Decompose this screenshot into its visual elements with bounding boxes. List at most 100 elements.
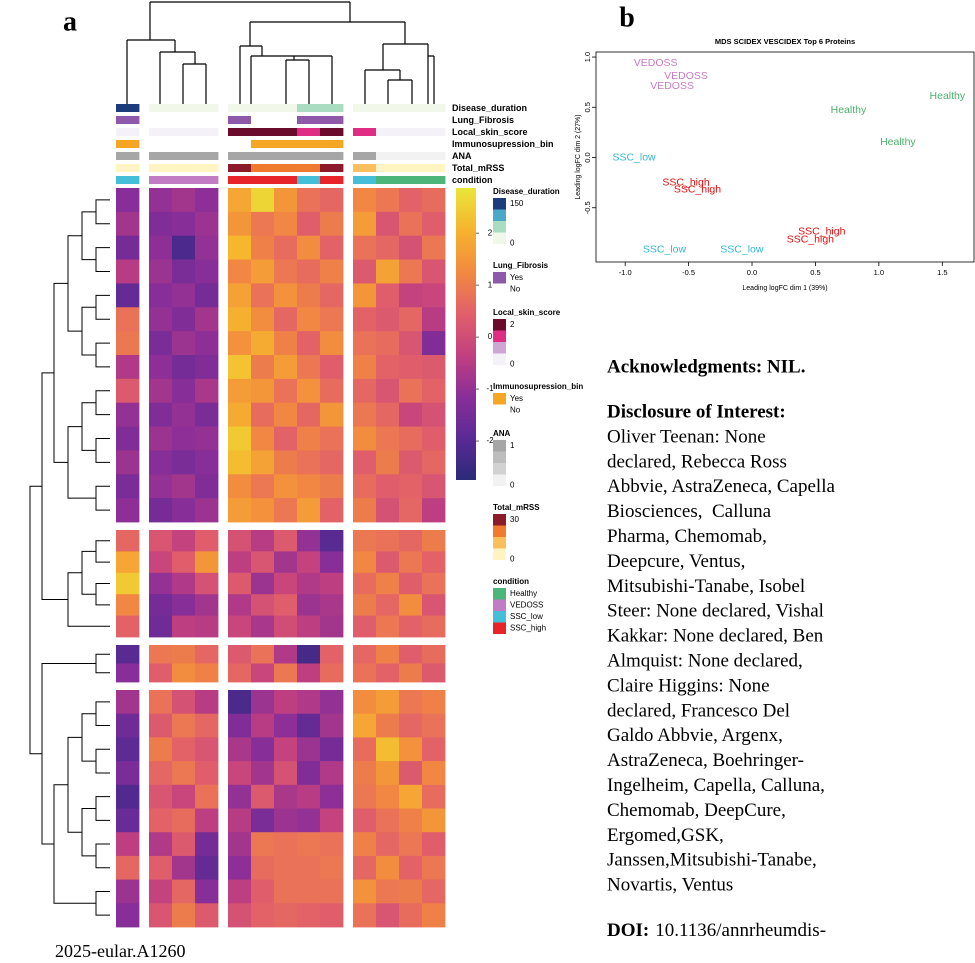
heatmap-cell (251, 355, 275, 380)
heatmap-cell (376, 259, 400, 284)
legend-swatch (493, 440, 506, 452)
heatmap-cell (274, 551, 298, 574)
heatmap-cell (251, 551, 275, 574)
heatmap-cell (251, 663, 275, 683)
legend-swatch (493, 588, 506, 600)
heatmap-cell (399, 645, 423, 664)
legend-label: Yes (510, 394, 523, 403)
heatmap-cell (399, 378, 423, 404)
heatmap-cell (116, 690, 140, 715)
disclosure-line: AstraZeneca, Boehringer- (607, 750, 804, 771)
row-dendrogram (29, 199, 110, 916)
heatmap-cell (297, 283, 321, 308)
heatmap-cell (149, 615, 173, 638)
heatmap-cell (297, 645, 321, 664)
heatmap-cell (353, 594, 377, 616)
heatmap-cell (320, 283, 344, 308)
annotation-cell (274, 140, 298, 148)
heatmap-cell (251, 331, 275, 356)
heatmap-cell (320, 378, 344, 404)
heatmap-cell (149, 211, 173, 237)
heatmap-cell (149, 808, 173, 833)
heatmap-cell (376, 530, 400, 552)
disclosure-line: Claire Higgins: None (607, 675, 770, 696)
heatmap-cell (149, 498, 173, 523)
annotation-cell (228, 164, 252, 172)
heatmap-cell (172, 903, 196, 928)
disclosure-line: Abbvie, AstraZeneca, Capella (607, 476, 835, 497)
heatmap-cell (274, 713, 298, 738)
annotation-cell (274, 104, 298, 112)
heatmap-cell (376, 713, 400, 738)
point-label: SSC_high (787, 234, 834, 246)
point-label: SSC_high (798, 226, 845, 238)
heatmap-cell (195, 355, 219, 380)
legend-label: VEDOSS (510, 600, 543, 609)
annotation-cell (172, 176, 196, 184)
heatmap-cell (251, 259, 275, 284)
heatmap-cell (195, 690, 219, 715)
heatmap-cell (195, 737, 219, 762)
heatmap-cell (116, 283, 140, 308)
heatmap-cell (274, 761, 298, 786)
annotation-label: Local_skin_score (452, 127, 528, 137)
heatmap-cell (172, 808, 196, 833)
disclosure-line: Mitsubishi-Tanabe, Isobel (607, 576, 805, 597)
legend-swatch (493, 548, 506, 560)
heatmap-cell (353, 879, 377, 904)
heatmap-cell (251, 530, 275, 552)
heatmap-cell (172, 259, 196, 284)
heatmap-cell (376, 551, 400, 574)
annotation-label: Immunosupression_bin (452, 139, 554, 149)
heatmap-cell (353, 615, 377, 638)
heatmap-cell (320, 690, 344, 715)
heatmap-cell (116, 450, 140, 475)
legend-swatch (493, 209, 506, 221)
heatmap-cell (376, 690, 400, 715)
annotation-cell (195, 104, 219, 112)
heatmap-cell (422, 594, 446, 616)
heatmap-cell (353, 355, 377, 380)
heatmap-cell (172, 832, 196, 857)
legend-swatch (493, 198, 506, 210)
heatmap-cell (399, 530, 423, 552)
heatmap-cell (251, 784, 275, 809)
heatmap-cell (172, 331, 196, 356)
heatmap-cell (172, 594, 196, 616)
heatmap-cell (228, 615, 252, 638)
point-label: SSC_high (674, 183, 721, 195)
heatmap-cell (195, 283, 219, 308)
legend-label: 0 (510, 554, 515, 563)
annotation-cell (228, 116, 252, 124)
heatmap-cell (320, 188, 344, 213)
annotation-cell (422, 140, 446, 148)
heatmap-cell (376, 784, 400, 809)
legend-label: 0 (510, 238, 515, 247)
heatmap-cell (251, 737, 275, 762)
annotation-cell (149, 176, 173, 184)
heatmap-cell (297, 235, 321, 260)
annotation-cell (320, 104, 344, 112)
heatmap-cell (422, 402, 446, 427)
annotation-cell (353, 152, 377, 160)
annotation-cell (422, 152, 446, 160)
heatmap-cell (116, 808, 140, 833)
legend-label: 1 (510, 441, 515, 450)
legend-label: Yes (510, 273, 523, 282)
heatmap-cell (376, 855, 400, 880)
heatmap-cell (376, 737, 400, 762)
heatmap-cell (297, 594, 321, 616)
annotation-cell (251, 128, 275, 136)
heatmap-cell (116, 188, 140, 213)
heatmap-cell (422, 663, 446, 683)
y-tick-label: 1.0 (583, 52, 592, 62)
heatmap-cell (399, 594, 423, 616)
heatmap-cell (251, 402, 275, 427)
heatmap-cell (297, 474, 321, 499)
legend-title: Total_mRSS (493, 503, 540, 512)
heatmap-cell (274, 307, 298, 332)
heatmap-cell (228, 450, 252, 475)
heatmap-cell (422, 474, 446, 499)
heatmap-cell (399, 713, 423, 738)
